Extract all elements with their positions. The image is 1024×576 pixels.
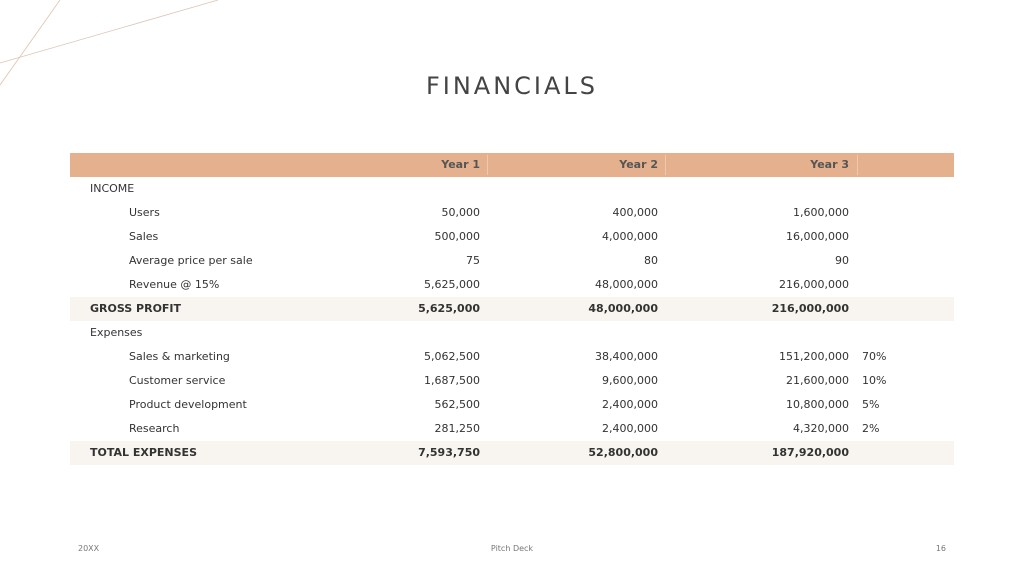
decorative-lines: [0, 0, 219, 86]
row-label: Revenue @ 15%: [129, 278, 220, 291]
column-divider: [665, 155, 666, 175]
year-3-value: 21,600,000: [786, 374, 849, 387]
year-1-value: 50,000: [441, 206, 481, 219]
percent-value: 5%: [862, 398, 880, 411]
table-header: Year 1 Year 2 Year 3: [70, 153, 954, 177]
row-label: Product development: [129, 398, 247, 411]
footer-title: Pitch Deck: [490, 544, 534, 553]
row-label: Customer service: [129, 374, 226, 387]
row-label: Sales & marketing: [129, 350, 230, 363]
table-row: Expenses: [70, 321, 954, 345]
year-1-value: 281,250: [434, 422, 481, 435]
year-3-value: 151,200,000: [779, 350, 849, 363]
table-row: Product development 562,500 2,400,000 10,80…: [70, 393, 954, 417]
table-row: Research 281,250 2,400,000 4,320,000 2%: [70, 417, 954, 441]
table-row: TOTAL EXPENSES 7,593,750 52,800,000 187,920…: [70, 441, 954, 465]
year-3-value: 90: [835, 254, 849, 267]
year-2-value: 2,400,000: [602, 422, 658, 435]
table-row: Sales 500,000 4,000,000 16,000,000: [70, 225, 954, 249]
year-2-value: 9,600,000: [602, 374, 658, 387]
year-3-value: 1,600,000: [793, 206, 849, 219]
page-title: FINANCIALS: [425, 72, 599, 100]
percent-value: 70%: [862, 350, 887, 363]
year-1-value: 5,625,000: [424, 278, 480, 291]
year-2-value: 4,000,000: [602, 230, 658, 243]
row-label: Average price per sale: [129, 254, 253, 267]
year-2-value: 80: [644, 254, 658, 267]
table-row: Revenue @ 15% 5,625,000 48,000,000 216,000,…: [70, 273, 954, 297]
table-row: Customer service 1,687,500 9,600,000 21,600…: [70, 369, 954, 393]
year-1-value: 7,593,750: [418, 446, 480, 459]
table-row: Average price per sale 75 80 90: [70, 249, 954, 273]
year-1-value: 500,000: [434, 230, 481, 243]
year-3-value: 187,920,000: [771, 446, 849, 459]
year-3-value: 16,000,000: [786, 230, 849, 243]
row-label: Users: [129, 206, 160, 219]
table-row: Users 50,000 400,000 1,600,000: [70, 201, 954, 225]
year-2-value: 2,400,000: [602, 398, 658, 411]
year-3-value: 216,000,000: [779, 278, 849, 291]
year-3-value: 10,800,000: [786, 398, 849, 411]
header-year-1: Year 1: [441, 158, 480, 171]
year-1-value: 562,500: [434, 398, 481, 411]
year-2-value: 48,000,000: [588, 302, 658, 315]
row-label: INCOME: [90, 182, 135, 195]
year-1-value: 1,687,500: [424, 374, 480, 387]
footer-date: 20XX: [78, 544, 100, 553]
header-year-2: Year 2: [619, 158, 658, 171]
row-label: TOTAL EXPENSES: [90, 446, 197, 459]
column-divider: [857, 155, 858, 175]
year-1-value: 5,625,000: [418, 302, 480, 315]
row-label: Research: [129, 422, 180, 435]
table-row: INCOME: [70, 177, 954, 201]
year-3-value: 216,000,000: [771, 302, 849, 315]
year-2-value: 400,000: [612, 206, 659, 219]
percent-value: 2%: [862, 422, 880, 435]
table-row: GROSS PROFIT 5,625,000 48,000,000 216,000,0…: [70, 297, 954, 321]
year-1-value: 5,062,500: [424, 350, 480, 363]
year-2-value: 52,800,000: [588, 446, 658, 459]
table-row: Sales & marketing 5,062,500 38,400,000 151,…: [70, 345, 954, 369]
year-2-value: 48,000,000: [595, 278, 658, 291]
year-2-value: 38,400,000: [595, 350, 658, 363]
footer-page-number: 16: [935, 544, 946, 553]
year-1-value: 75: [466, 254, 480, 267]
percent-value: 10%: [862, 374, 887, 387]
financials-table: Year 1 Year 2 Year 3 INCOME Users 50,000 40…: [70, 153, 954, 465]
row-label: GROSS PROFIT: [90, 302, 182, 315]
year-3-value: 4,320,000: [793, 422, 849, 435]
row-label: Expenses: [90, 326, 143, 339]
row-label: Sales: [129, 230, 159, 243]
header-year-3: Year 3: [810, 158, 849, 171]
column-divider: [487, 155, 488, 175]
